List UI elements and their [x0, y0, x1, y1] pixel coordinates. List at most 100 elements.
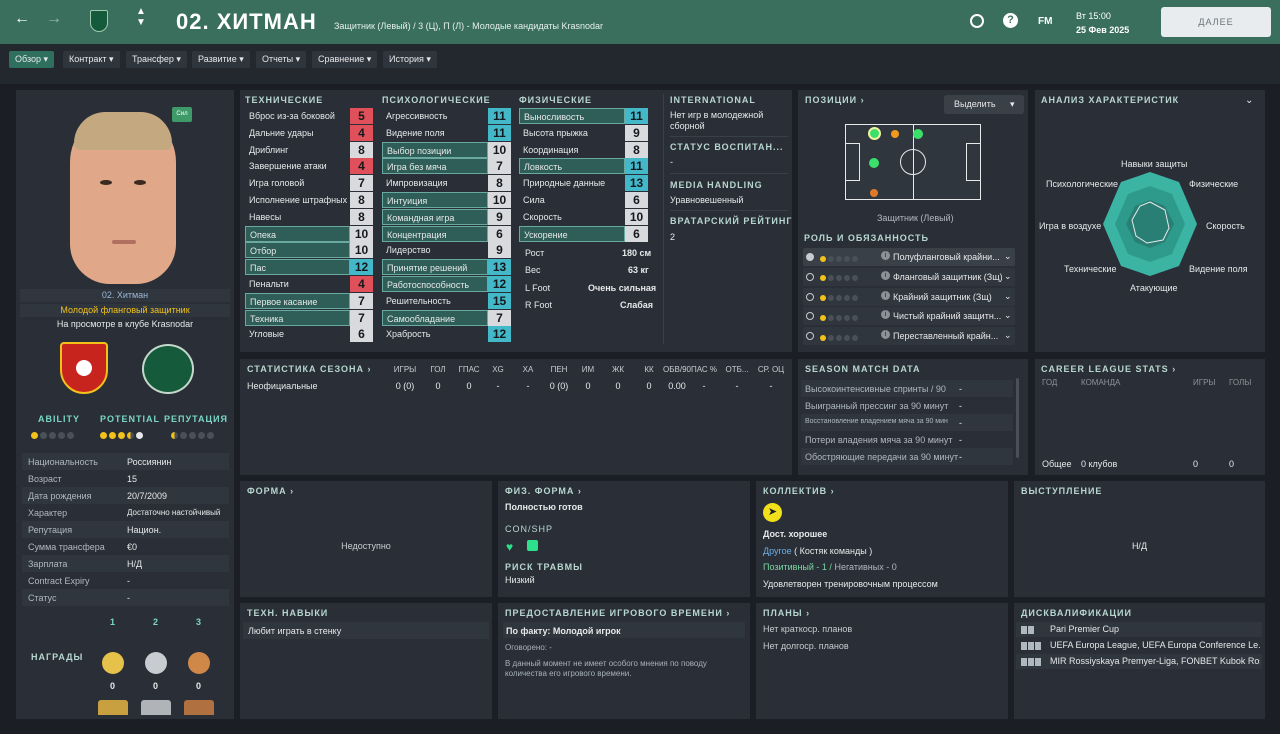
highlight-dropdown[interactable]: Выделить ▾ — [944, 95, 1024, 114]
position-dot-primary[interactable] — [868, 127, 881, 140]
player-switch-arrows-icon[interactable]: ▲ ▼ — [136, 6, 146, 28]
tab-contract[interactable]: Контракт ▾ — [63, 51, 120, 68]
form-title[interactable]: ФОРМА › — [247, 486, 295, 496]
tab-development[interactable]: Развитие ▾ — [192, 51, 250, 68]
attribute-name[interactable]: Навесы — [249, 211, 282, 222]
position-dot[interactable] — [913, 129, 923, 139]
season-stats-title[interactable]: СТАТИСТИКА СЕЗОНА › — [247, 364, 372, 374]
role-radio[interactable] — [806, 332, 814, 341]
season-column-header[interactable]: ИГРЫ — [393, 365, 417, 374]
season-column-header[interactable]: ГОЛ — [430, 365, 446, 374]
season-column-header[interactable]: ЖК — [611, 365, 625, 374]
attribute-name[interactable]: Выносливость — [519, 108, 625, 124]
fitness-title[interactable]: ФИЗ. ФОРМА › — [505, 486, 582, 496]
silver-medal-icon[interactable] — [145, 652, 167, 674]
scrollbar[interactable] — [1016, 378, 1019, 458]
tab-comparison[interactable]: Сравнение ▾ — [312, 51, 378, 68]
tab-reports[interactable]: Отчеты ▾ — [256, 51, 307, 68]
attribute-name[interactable]: Лидерство — [386, 245, 431, 256]
competition-name[interactable]: UEFA Europa League, UEFA Europa Conferen… — [1050, 640, 1260, 650]
attribute-name[interactable]: Сила — [523, 195, 545, 205]
season-column-header[interactable]: ОБВ/90 — [663, 365, 691, 374]
season-column-header[interactable]: ПАС % — [690, 365, 718, 374]
back-arrow-icon[interactable]: ← — [14, 10, 30, 27]
chevron-down-icon[interactable]: ⌄ — [1004, 251, 1012, 261]
season-column-header[interactable]: XA — [522, 365, 534, 374]
competition-name[interactable]: Pari Premier Cup — [1050, 624, 1120, 634]
chevron-down-icon[interactable]: ⌄ — [1004, 270, 1012, 281]
attribute-name[interactable]: Угловые — [249, 329, 285, 340]
position-dot[interactable] — [869, 158, 879, 168]
gold-medal-icon[interactable] — [102, 652, 124, 674]
attribute-name[interactable]: Храбрость — [386, 329, 431, 340]
attribute-name[interactable]: Интуиция — [382, 192, 488, 208]
season-column-header[interactable]: XG — [492, 365, 504, 374]
help-icon[interactable]: ? — [1003, 13, 1018, 28]
info-icon[interactable]: i — [881, 290, 890, 300]
attribute-name[interactable]: Концентрация — [382, 225, 488, 242]
skill-item[interactable]: Любит играть в стенку — [243, 622, 489, 639]
season-column-header[interactable]: ГПАС — [458, 365, 480, 374]
attribute-name[interactable]: Игра без мяча — [382, 158, 488, 175]
career-stats-title[interactable]: CAREER LEAGUE STATS › — [1041, 364, 1177, 374]
fm-logo[interactable]: FM — [1038, 16, 1053, 27]
attribute-name[interactable]: Опека — [245, 225, 350, 242]
positions-title[interactable]: ПОЗИЦИИ › — [805, 95, 865, 105]
tab-history[interactable]: История ▾ — [383, 51, 437, 68]
info-icon[interactable]: i — [881, 330, 890, 340]
attribute-name[interactable]: Техника — [245, 309, 350, 326]
season-column-header[interactable]: ПЕН — [550, 365, 568, 374]
position-dot[interactable] — [870, 189, 878, 197]
role-row[interactable]: i Фланговый защитник (Зщ) ⌄ — [803, 267, 1015, 286]
attribute-name[interactable]: Ловкость — [519, 158, 625, 175]
season-column-header[interactable]: КК — [644, 365, 654, 374]
chevron-down-icon[interactable]: ⌄ — [1004, 330, 1012, 341]
season-column-header[interactable]: ОТБ... — [725, 365, 749, 374]
attribute-name[interactable]: Скорость — [523, 211, 562, 222]
role-radio[interactable] — [806, 292, 814, 301]
squad-title[interactable]: КОЛЛЕКТИВ › — [763, 486, 835, 496]
attribute-name[interactable]: Пенальти — [249, 279, 289, 289]
info-icon[interactable]: i — [881, 251, 890, 260]
squad-group-link[interactable]: Другое — [763, 546, 792, 556]
attribute-name[interactable]: Принятие решений — [382, 259, 488, 276]
role-row[interactable]: i Чистый крайний защитн... ⌄ — [803, 307, 1015, 326]
attribute-name[interactable]: Первое касание — [245, 292, 350, 309]
forward-arrow-icon[interactable]: → — [46, 10, 62, 27]
chevron-down-icon[interactable]: ⌄ — [1004, 290, 1012, 301]
attribute-name[interactable]: Решительность — [386, 295, 451, 306]
chevron-down-icon[interactable]: ⌄ — [1004, 310, 1012, 321]
chevron-down-icon[interactable]: ⌄ — [1245, 95, 1254, 106]
plans-title[interactable]: ПЛАНЫ › — [763, 608, 811, 618]
attribute-name[interactable]: Ускорение — [519, 225, 625, 242]
role-row[interactable]: i Переставленный крайн... ⌄ — [803, 327, 1015, 346]
attribute-name[interactable]: Дриблинг — [249, 144, 289, 155]
attribute-name[interactable]: Агрессивность — [386, 111, 448, 121]
competition-name[interactable]: MIR Rossiyskaya Premyer-Liga, FONBET Kub… — [1050, 656, 1260, 666]
attribute-name[interactable]: Исполнение штрафных — [249, 195, 348, 205]
attribute-name[interactable]: Импровизация — [386, 178, 448, 189]
globe-icon[interactable] — [970, 14, 984, 28]
tab-overview[interactable]: Обзор ▾ — [9, 51, 55, 68]
attribute-name[interactable]: Вброс из-за боковой — [249, 111, 335, 121]
attribute-name[interactable]: Работоспособность — [382, 276, 488, 292]
bronze-medal-icon[interactable] — [188, 652, 210, 674]
playing-time-title[interactable]: ПРЕДОСТАВЛЕНИЕ ИГРОВОГО ВРЕМЕНИ › — [505, 608, 731, 618]
season-column-header[interactable]: ИМ — [581, 365, 595, 374]
attribute-name[interactable]: Дальние удары — [249, 127, 314, 138]
position-dot[interactable] — [891, 130, 899, 138]
attribute-name[interactable]: Игра головой — [249, 178, 305, 189]
attribute-name[interactable]: Высота прыжка — [523, 127, 588, 138]
role-row[interactable]: i Крайний защитник (Зщ) ⌄ — [803, 287, 1015, 306]
condition-badge[interactable]: Сил — [172, 107, 192, 122]
role-radio[interactable] — [806, 253, 814, 261]
attribute-name[interactable]: Координация — [523, 144, 579, 155]
club-crest-icon[interactable] — [90, 10, 108, 32]
role-radio[interactable] — [806, 272, 814, 281]
info-icon[interactable]: i — [881, 270, 890, 280]
attribute-name[interactable]: Завершение атаки — [249, 161, 327, 172]
info-icon[interactable]: i — [881, 310, 890, 320]
role-radio[interactable] — [806, 312, 814, 321]
attribute-name[interactable]: Самообладание — [382, 309, 488, 326]
attribute-name[interactable]: Отбор — [245, 242, 350, 259]
